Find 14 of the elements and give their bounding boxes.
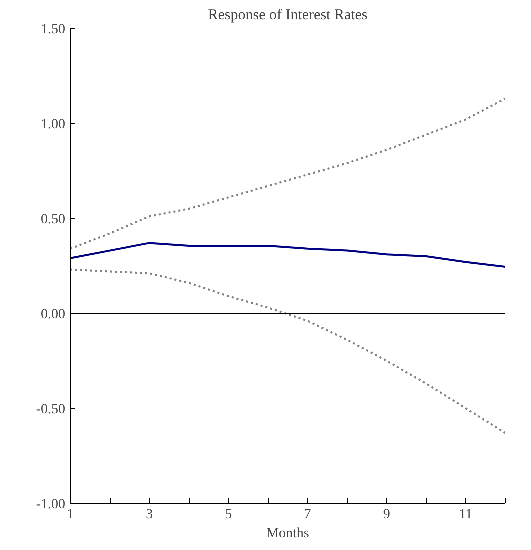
x-tick-label: 9 bbox=[383, 508, 390, 522]
x-axis-title: Months bbox=[266, 526, 310, 542]
chart-title: Response of Interest Rates bbox=[208, 8, 368, 24]
x-tick-label: 11 bbox=[459, 508, 473, 522]
x-tick-label: 1 bbox=[67, 508, 74, 522]
x-tick-label: 7 bbox=[304, 508, 312, 522]
x-tick-label: 5 bbox=[225, 508, 232, 522]
x-tick-label: 3 bbox=[146, 508, 154, 522]
y-tick-label: 0.00 bbox=[41, 308, 66, 322]
y-tick-label: 1.00 bbox=[41, 118, 66, 132]
y-tick-label: 0.50 bbox=[41, 212, 66, 228]
y-tick-label: -1.00 bbox=[36, 498, 66, 512]
y-tick-label: -0.50 bbox=[36, 402, 66, 418]
y-tick-label: 1.50 bbox=[41, 22, 66, 38]
